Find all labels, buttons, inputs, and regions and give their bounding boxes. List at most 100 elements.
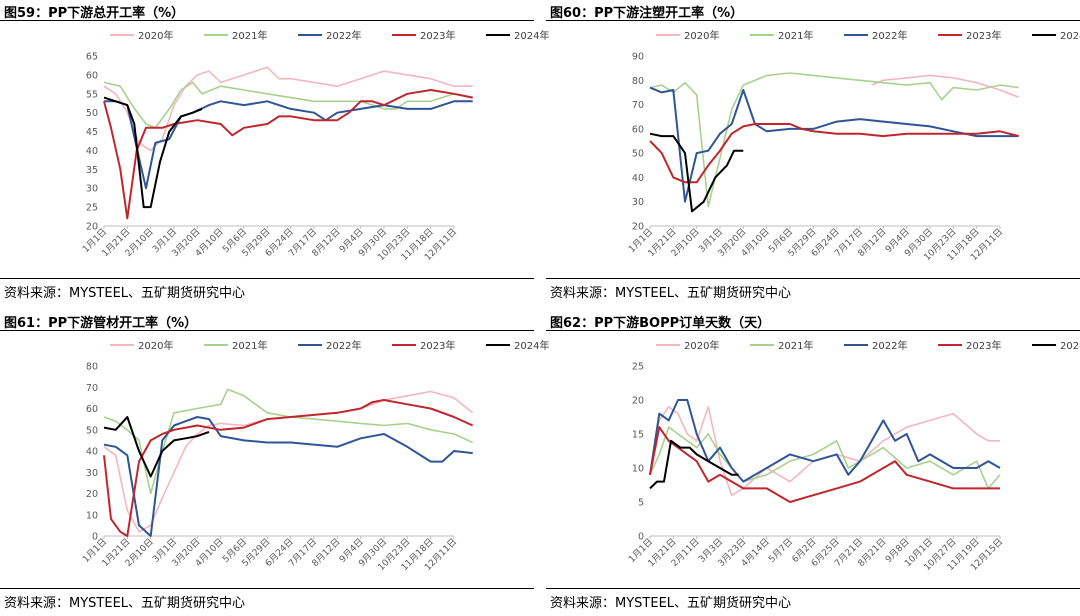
series-line-2020年 <box>103 390 474 533</box>
series-line-2023年 <box>649 426 1000 503</box>
y-tick-label: 10 <box>632 464 644 475</box>
legend-label: 2020年 <box>684 339 719 352</box>
chart-title: 图61：PP下游管材开工率（%） <box>4 316 198 331</box>
x-axis: 1月1日1月21日2月11日3月3日3月23日4月14日5月7日6月2日6月25… <box>627 536 1005 573</box>
series-line-2024年 <box>103 416 210 478</box>
source-rule <box>546 588 1080 589</box>
y-tick-label: 30 <box>86 468 98 479</box>
series-line-2022年 <box>649 399 1001 483</box>
x-axis: 1月1日1月21日2月10日3月1日3月20日4月10日5月6日5月29日6月2… <box>627 226 1005 263</box>
y-tick-label: 25 <box>86 203 98 214</box>
legend: 2020年 2021年 2022年 2023年 2024年 <box>656 339 1080 352</box>
y-tick-label: 30 <box>86 184 98 195</box>
series-line-2021年 <box>649 72 1019 208</box>
series-group <box>103 388 474 537</box>
title-rule <box>546 20 1080 21</box>
legend-label: 2020年 <box>138 339 173 352</box>
source-rule <box>0 278 534 279</box>
legend: 2020年 2021年 2022年 2023年 2024年 <box>110 29 549 42</box>
legend-label: 2023年 <box>966 339 1001 352</box>
y-tick-label: 20 <box>86 222 98 233</box>
series-line-2020年 <box>103 66 473 152</box>
panel-fig59: 图59：PP下游总开工率（%） 2020年 2021年 2022年 2023年 2024… <box>0 0 550 301</box>
y-tick-label: 80 <box>86 362 98 373</box>
chart-fig60: 2020年 2021年 2022年 2023年 2024年 20 30 40 50 60 70 80 9… <box>627 29 1080 263</box>
legend-label: 2024年 <box>514 29 549 42</box>
y-axis: 20 30 40 50 60 70 80 90 <box>632 52 644 233</box>
legend: 2020年 2021年 2022年 2023年 2024年 <box>110 339 549 352</box>
y-tick-label: 70 <box>86 383 98 394</box>
chart-fig59: 2020年 2021年 2022年 2023年 2024年 20 25 30 35 40 45 50 5… <box>81 29 550 263</box>
y-axis: 20 25 30 35 40 45 50 55 60 65 <box>86 52 98 233</box>
legend-label: 2020年 <box>684 29 719 42</box>
series-line-2024年 <box>103 96 203 209</box>
series-group <box>103 66 473 220</box>
series-line-2024年 <box>649 132 744 213</box>
legend-label: 2021年 <box>232 29 267 42</box>
y-tick-label: 60 <box>632 124 644 135</box>
y-tick-label: 90 <box>632 52 644 63</box>
source-label: 资料来源：MYSTEEL、五矿期货研究中心 <box>4 286 246 301</box>
y-axis: 0 5 10 15 20 25 <box>632 362 644 543</box>
series-line-2022年 <box>103 416 473 537</box>
legend-label: 2022年 <box>872 29 907 42</box>
y-tick-label: 60 <box>86 404 98 415</box>
y-tick-label: 40 <box>632 173 644 184</box>
source-label: 资料来源：MYSTEEL、五矿期货研究中心 <box>550 596 792 611</box>
y-tick-label: 50 <box>632 149 644 160</box>
series-line-2023年 <box>649 123 1019 184</box>
legend-label: 2024年 <box>514 339 549 352</box>
legend-label: 2021年 <box>232 339 267 352</box>
x-axis: 1月1日1月21日2月10日3月1日3月20日4月10日5月6日5月29日6月2… <box>81 226 459 263</box>
series-line-2024年 <box>649 439 739 490</box>
source-label: 资料来源：MYSTEEL、五矿期货研究中心 <box>4 596 246 611</box>
y-tick-label: 60 <box>86 70 98 81</box>
legend: 2020年 2021年 2022年 2023年 2024年 <box>656 29 1080 42</box>
legend-label: 2022年 <box>326 29 361 42</box>
y-tick-label: 20 <box>632 222 644 233</box>
y-tick-label: 0 <box>638 532 644 543</box>
y-axis: 0 10 20 30 40 50 60 70 80 <box>86 362 98 543</box>
chart-title: 图59：PP下游总开工率（%） <box>4 6 185 21</box>
series-line-2021年 <box>103 81 473 129</box>
chart-fig61: 2020年 2021年 2022年 2023年 2024年 0 10 20 30 40 50 60 70… <box>81 339 550 573</box>
panel-fig62: 图62：PP下游BOPP订单天数（天） 2020年 2021年 2022年 2023年… <box>546 310 1080 611</box>
y-tick-label: 10 <box>86 510 98 521</box>
panel-fig61: 图61：PP下游管材开工率（%） 2020年 2021年 2022年 2023年 202… <box>0 310 550 611</box>
source-rule <box>0 588 534 589</box>
y-tick-label: 30 <box>632 197 644 208</box>
y-tick-label: 15 <box>632 430 644 441</box>
series-group <box>649 72 1019 213</box>
y-tick-label: 35 <box>86 165 98 176</box>
panel-fig60: 图60：PP下游注塑开工率（%） 2020年 2021年 2022年 2023年 202… <box>546 0 1080 301</box>
y-tick-label: 80 <box>632 76 644 87</box>
title-rule <box>0 20 534 21</box>
y-tick-label: 45 <box>86 127 98 138</box>
source-label: 资料来源：MYSTEEL、五矿期货研究中心 <box>550 286 792 301</box>
y-tick-label: 25 <box>632 362 644 373</box>
x-tick-label: 5月7日 <box>767 536 796 565</box>
y-tick-label: 65 <box>86 52 98 63</box>
legend-label: 2021年 <box>778 29 813 42</box>
legend-label: 2024年 <box>1060 339 1080 352</box>
series-group <box>649 399 1001 503</box>
chart-fig62: 2020年 2021年 2022年 2023年 2024年 0 5 10 15 20 25 1月1日1… <box>627 339 1080 573</box>
x-axis: 1月1日1月21日2月10日3月1日3月20日4月10日5月6日5月29日6月2… <box>81 536 459 573</box>
series-line-2020年 <box>649 406 1000 496</box>
y-tick-label: 70 <box>632 100 644 111</box>
series-line-2022年 <box>649 86 1019 203</box>
y-tick-label: 20 <box>86 489 98 500</box>
title-rule <box>0 330 534 331</box>
series-line-2021年 <box>103 388 474 495</box>
legend-label: 2021年 <box>778 339 813 352</box>
y-tick-label: 40 <box>86 447 98 458</box>
legend-label: 2024年 <box>1060 29 1080 42</box>
y-tick-label: 40 <box>86 146 98 157</box>
y-tick-label: 20 <box>632 396 644 407</box>
source-rule <box>546 278 1080 279</box>
legend-label: 2020年 <box>138 29 173 42</box>
y-tick-label: 55 <box>86 89 98 100</box>
chart-title: 图60：PP下游注塑开工率（%） <box>550 6 744 21</box>
y-tick-label: 50 <box>86 425 98 436</box>
series-line-2023年 <box>103 399 474 537</box>
